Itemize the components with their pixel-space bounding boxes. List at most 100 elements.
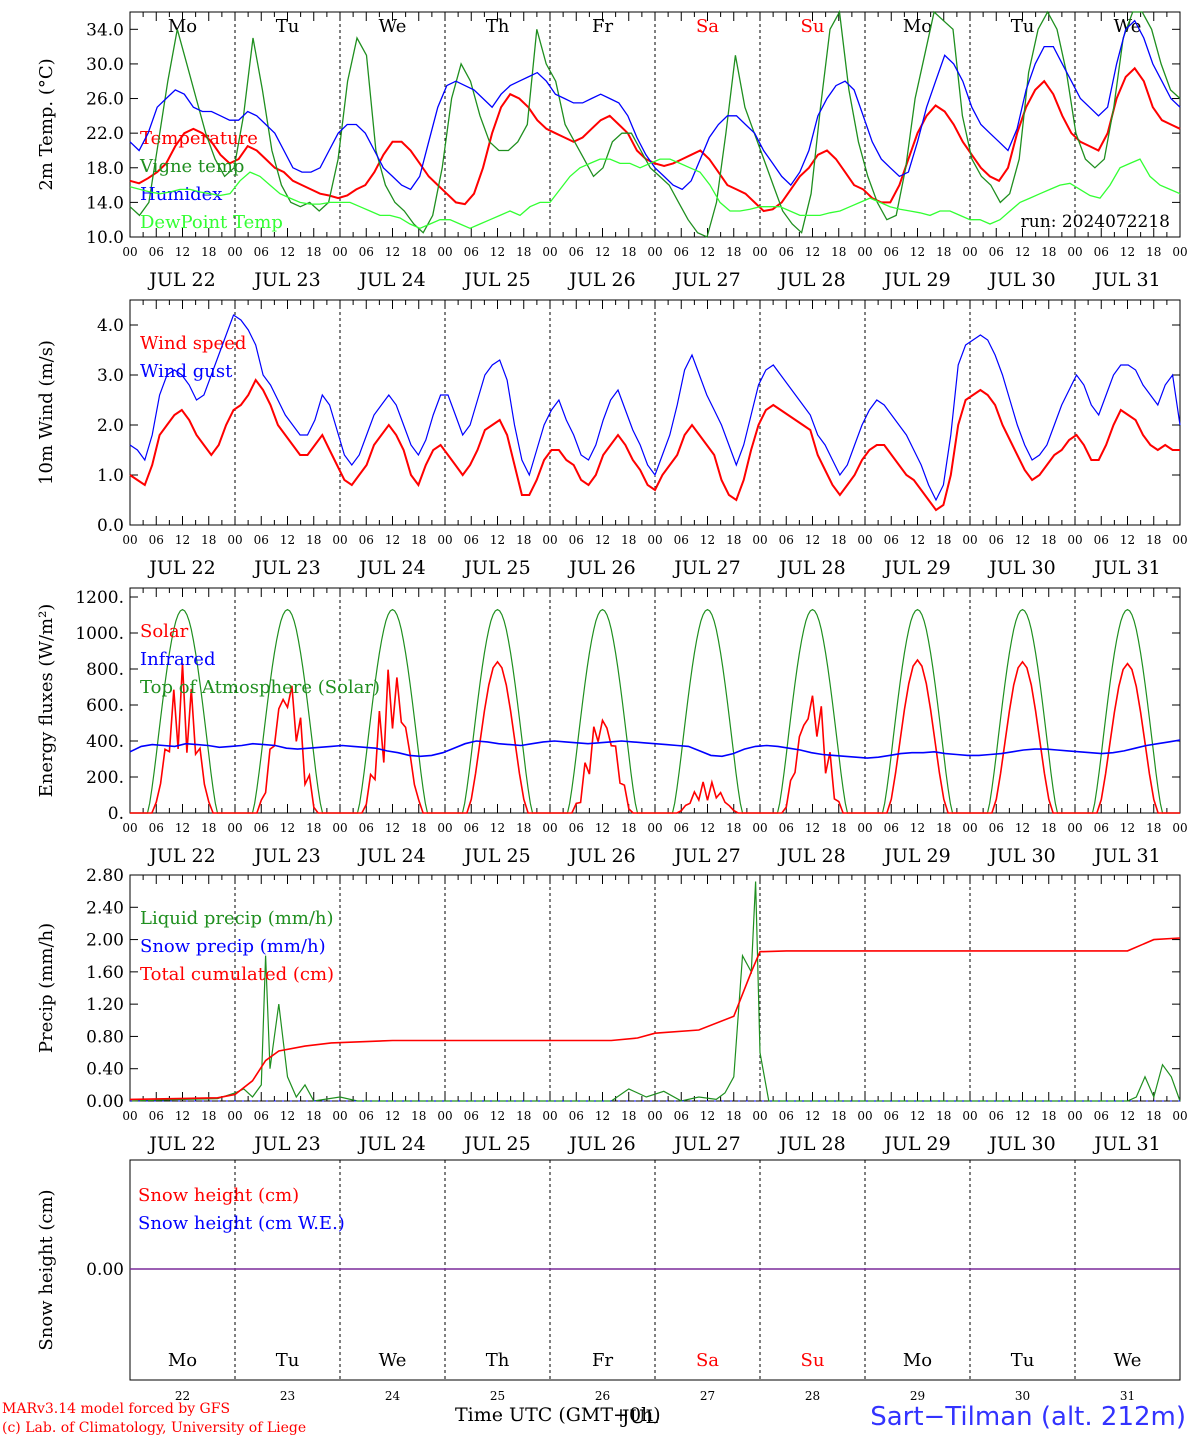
- hour-tick-label: 00: [1067, 1109, 1082, 1123]
- hour-tick-label: 18: [936, 1109, 951, 1123]
- hour-tick-label: 06: [569, 821, 584, 835]
- hour-tick-label: 06: [359, 533, 374, 547]
- hour-tick-label: 06: [1094, 1109, 1109, 1123]
- date-label: JUL 23: [252, 845, 320, 867]
- y-tick-label: 1.20: [86, 995, 124, 1015]
- y-tick-label: 0.0: [97, 516, 124, 536]
- weekday-label: Fr: [592, 1350, 613, 1371]
- hour-tick-label: 00: [962, 533, 977, 547]
- hour-tick-label: 00: [752, 1109, 767, 1123]
- hour-tick-label: 06: [569, 1109, 584, 1123]
- hour-tick-label: 00: [1172, 245, 1187, 259]
- day-number: 26: [595, 1389, 610, 1403]
- hour-tick-label: 18: [1146, 821, 1161, 835]
- series-line-vigne-temp: [129, 9, 1181, 238]
- y-tick-label: 34.0: [86, 20, 124, 40]
- hour-tick-label: 06: [569, 533, 584, 547]
- hour-tick-label: 12: [490, 245, 505, 259]
- hour-tick-label: 00: [122, 245, 137, 259]
- hour-tick-label: 06: [254, 245, 269, 259]
- legend-entry: DewPoint Temp: [140, 212, 283, 233]
- hour-tick-label: 18: [621, 821, 636, 835]
- hour-tick-label: 00: [752, 245, 767, 259]
- day-number: 23: [280, 1389, 295, 1403]
- date-label: JUL 26: [567, 845, 635, 867]
- date-label: JUL 28: [777, 269, 845, 291]
- weekday-label: Fr: [592, 16, 613, 37]
- hour-tick-label: 00: [437, 533, 452, 547]
- date-label: JUL 25: [462, 845, 530, 867]
- hour-tick-label: 06: [254, 1109, 269, 1123]
- hour-tick-label: 00: [1172, 821, 1187, 835]
- hour-tick-label: 00: [857, 533, 872, 547]
- station-name: Sart−Tilman (alt. 212m): [870, 1402, 1186, 1432]
- panel-frame-wind: [129, 299, 1181, 526]
- legend-entry: Infrared: [140, 649, 215, 670]
- hour-tick-label: 18: [831, 1109, 846, 1123]
- hour-tick-label: 18: [1041, 533, 1056, 547]
- hour-tick-label: 12: [805, 821, 820, 835]
- legend-entry: Top of Atmosphere (Solar): [140, 677, 380, 698]
- y-tick-label: 200.: [86, 768, 124, 788]
- hour-tick-label: 00: [962, 245, 977, 259]
- date-label: JUL 29: [882, 845, 950, 867]
- weekday-label: Tu: [276, 1350, 300, 1371]
- hour-tick-label: 06: [674, 245, 689, 259]
- y-axis-label: Precip (mm/h): [36, 923, 57, 1053]
- date-label: JUL 27: [672, 1133, 740, 1155]
- series-line-solar: [130, 658, 1180, 814]
- hour-tick-label: 18: [936, 245, 951, 259]
- hour-tick-label: 00: [647, 245, 662, 259]
- hour-tick-label: 00: [437, 1109, 452, 1123]
- y-tick-label: 26.0: [86, 90, 124, 110]
- hour-tick-label: 06: [989, 821, 1004, 835]
- legend-entry: Total cumulated (cm): [140, 964, 334, 985]
- hour-tick-label: 18: [306, 245, 321, 259]
- hour-tick-label: 12: [1015, 821, 1030, 835]
- hour-tick-label: 06: [779, 533, 794, 547]
- legend-entry: Snow precip (mm/h): [140, 936, 326, 957]
- hour-tick-label: 00: [647, 533, 662, 547]
- date-label: JUL 29: [882, 557, 950, 579]
- hour-tick-label: 12: [280, 245, 295, 259]
- date-label: JUL 24: [357, 1133, 425, 1155]
- date-label: JUL 28: [777, 845, 845, 867]
- y-tick-label: 0.40: [86, 1060, 124, 1080]
- hour-tick-label: 18: [621, 1109, 636, 1123]
- hour-tick-label: 12: [910, 821, 925, 835]
- weekday-label: Tu: [1011, 1350, 1035, 1371]
- date-label: JUL 23: [252, 1133, 320, 1155]
- hour-tick-label: 00: [857, 1109, 872, 1123]
- date-label: JUL 28: [777, 1133, 845, 1155]
- weekday-label: We: [379, 1350, 407, 1371]
- weekday-label: Sa: [696, 16, 719, 37]
- day-number: 29: [910, 1389, 925, 1403]
- y-tick-label: 2.0: [97, 416, 124, 436]
- hour-tick-label: 12: [910, 245, 925, 259]
- hour-tick-label: 00: [647, 821, 662, 835]
- hour-tick-label: 12: [385, 245, 400, 259]
- hour-tick-label: 18: [1041, 1109, 1056, 1123]
- hour-tick-label: 18: [1146, 245, 1161, 259]
- series-line-wind-speed: [129, 378, 1180, 512]
- date-label: JUL 29: [882, 1133, 950, 1155]
- y-axis-label: Snow height (cm): [36, 1189, 57, 1350]
- hour-tick-label: 18: [201, 1109, 216, 1123]
- hour-tick-label: 12: [1120, 245, 1135, 259]
- hour-tick-label: 00: [1067, 821, 1082, 835]
- date-label: JUL 26: [567, 557, 635, 579]
- hour-tick-label: 18: [411, 821, 426, 835]
- hour-tick-label: 06: [149, 533, 164, 547]
- hour-tick-label: 06: [989, 533, 1004, 547]
- hour-tick-label: 18: [411, 245, 426, 259]
- hour-tick-label: 12: [595, 245, 610, 259]
- hour-tick-label: 18: [201, 533, 216, 547]
- hour-tick-label: 18: [516, 245, 531, 259]
- y-tick-label: 30.0: [86, 55, 124, 75]
- weekday-label: We: [379, 16, 407, 37]
- hour-tick-label: 18: [306, 821, 321, 835]
- hour-tick-label: 00: [122, 821, 137, 835]
- hour-tick-label: 12: [595, 821, 610, 835]
- weekday-label: Th: [486, 16, 510, 37]
- date-label: JUL 25: [462, 269, 530, 291]
